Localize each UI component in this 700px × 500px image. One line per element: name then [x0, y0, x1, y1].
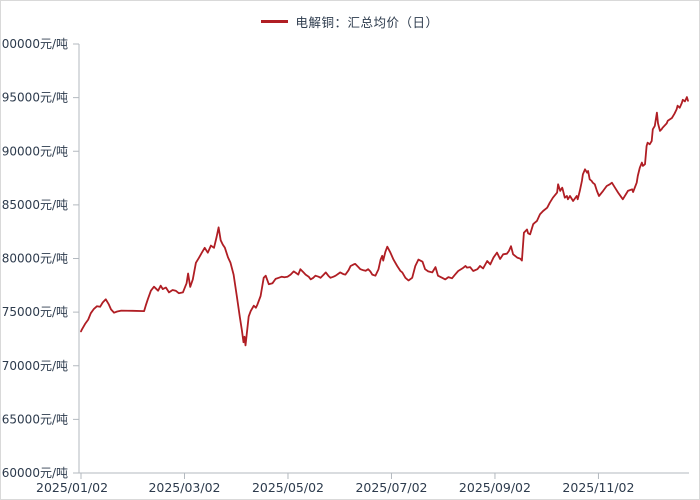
y-axis-tick-label: 75000元/吨 [2, 305, 68, 319]
y-axis-tick-label: 95000元/吨 [2, 91, 68, 105]
chart-legend: 电解铜：汇总均价（日） [1, 12, 699, 31]
x-axis-tick-label: 2025/05/02 [252, 480, 324, 495]
price-series-line [80, 96, 689, 347]
y-axis-tick-label: 70000元/吨 [2, 359, 68, 373]
y-axis-tick-label: 80000元/吨 [2, 252, 68, 266]
y-axis-tick-label: 60000元/吨 [2, 466, 68, 480]
x-axis-tick-label: 2025/07/02 [355, 480, 427, 495]
x-axis-tick-label: 2025/11/02 [562, 480, 634, 495]
legend-label: 电解铜：汇总均价（日） [295, 15, 439, 30]
y-axis-tick-label: 90000元/吨 [2, 144, 68, 158]
x-axis-tick-label: 2025/03/02 [148, 480, 220, 495]
y-axis-tick-label: 65000元/吨 [2, 412, 68, 426]
y-axis-tick-label: 85000元/吨 [2, 198, 68, 212]
y-axis-tick-label: 100000元/吨 [1, 37, 68, 51]
legend-line-swatch [261, 20, 289, 23]
x-axis-tick-label: 2025/01/02 [36, 480, 108, 495]
x-axis-tick-label: 2025/09/02 [459, 480, 531, 495]
